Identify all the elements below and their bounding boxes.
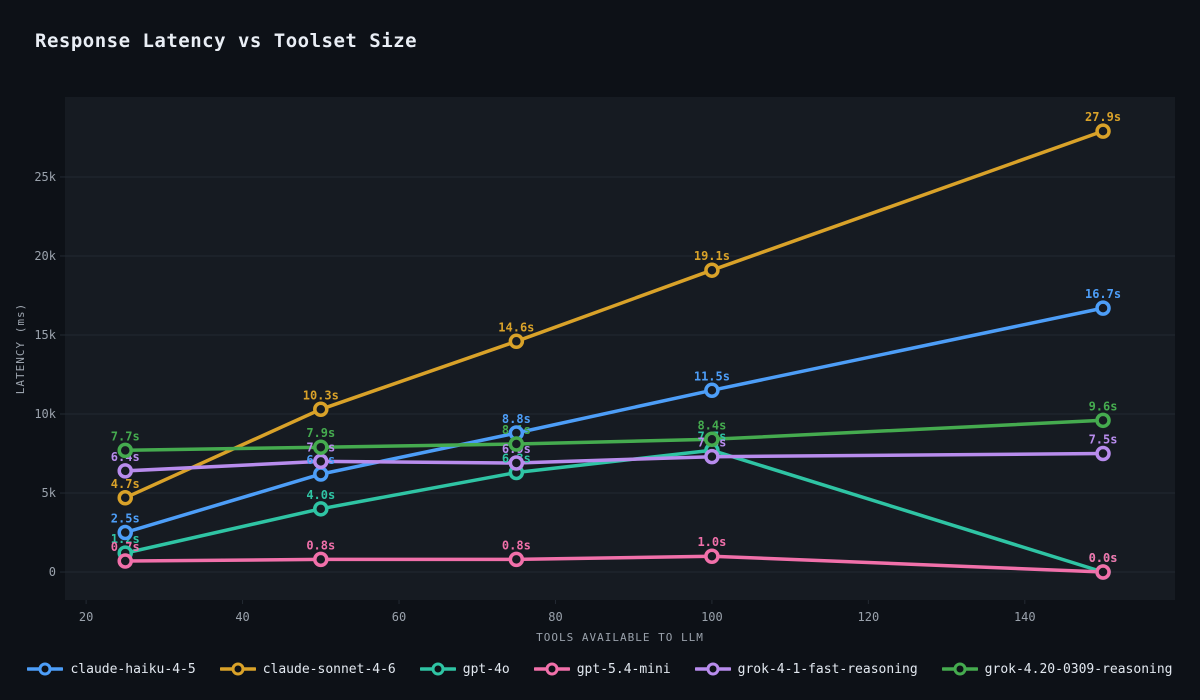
point-marker-grok-4-1-fast-reasoning — [704, 448, 720, 465]
point-marker-claude-sonnet-4-6 — [1095, 123, 1111, 139]
point-label-claude-haiku-4-5: 8.8s — [502, 412, 531, 426]
point-marker-claude-sonnet-4-6 — [313, 401, 329, 418]
point-marker-claude-sonnet-4-6 — [704, 262, 720, 278]
point-label-claude-sonnet-4-6: 14.6s — [498, 320, 534, 334]
point-marker-claude-haiku-4-5 — [1095, 300, 1111, 316]
point-marker-gpt-5.4-mini — [508, 551, 525, 568]
x-tick-label: 60 — [392, 610, 406, 624]
point-marker-grok-4-1-fast-reasoning — [313, 453, 329, 470]
legend-item-claude-haiku-4-5[interactable]: claude-haiku-4-5 — [27, 661, 196, 677]
point-label-claude-sonnet-4-6: 27.9s — [1085, 110, 1121, 124]
legend-item-label: claude-sonnet-4-6 — [262, 661, 396, 677]
point-marker-grok-4.20-0309-reasoning — [704, 431, 720, 448]
point-marker-claude-haiku-4-5 — [313, 466, 329, 482]
point-label-gpt-4o: 4.0s — [306, 488, 335, 502]
legend-line-marker-icon — [27, 662, 64, 676]
point-label-grok-4.20-0309-reasoning: 8.4s — [697, 418, 726, 432]
point-marker-grok-4.20-0309-reasoning — [117, 442, 133, 459]
chart-legend: claude-haiku-4-5 claude-sonnet-4-6 gpt-4o g… — [0, 661, 1200, 677]
x-tick-label: 120 — [858, 610, 880, 624]
point-label-claude-sonnet-4-6: 4.7s — [111, 477, 140, 491]
legend-item-gpt-4o[interactable]: gpt-4o — [419, 661, 510, 677]
y-tick-label: 10k — [34, 407, 56, 421]
legend-item-gpt-5.4-mini[interactable]: gpt-5.4-mini — [533, 661, 671, 677]
point-marker-gpt-5.4-mini — [313, 551, 329, 568]
point-marker-claude-sonnet-4-6 — [508, 333, 525, 350]
legend-item-grok-4-1-fast-reasoning[interactable]: grok-4-1-fast-reasoning — [694, 661, 918, 677]
point-label-gpt-5.4-mini: 0.8s — [306, 538, 335, 552]
plot-area — [65, 97, 1175, 600]
legend-line-marker-icon — [694, 662, 731, 676]
point-marker-claude-haiku-4-5 — [704, 382, 720, 399]
point-marker-claude-sonnet-4-6 — [117, 490, 133, 506]
legend-line-marker-icon — [219, 662, 256, 676]
legend-item-label: claude-haiku-4-5 — [70, 661, 196, 677]
point-label-claude-haiku-4-5: 2.5s — [111, 512, 140, 526]
point-label-gpt-5.4-mini: 0.8s — [502, 538, 531, 552]
legend-item-label: grok-4-1-fast-reasoning — [737, 661, 918, 677]
legend-line-marker-icon — [941, 662, 978, 676]
legend-item-label: gpt-5.4-mini — [576, 661, 671, 677]
legend-item-label: gpt-4o — [462, 661, 510, 677]
point-label-grok-4.20-0309-reasoning: 7.9s — [306, 426, 335, 440]
point-label-gpt-4o: 0.0s — [1089, 551, 1118, 565]
point-label-claude-haiku-4-5: 11.5s — [694, 369, 730, 383]
x-tick-label: 140 — [1014, 610, 1036, 624]
legend-item-label: grok-4.20-0309-reasoning — [984, 661, 1173, 677]
point-label-grok-4-1-fast-reasoning: 7.5s — [1089, 433, 1118, 447]
point-marker-gpt-5.4-mini — [1095, 564, 1111, 580]
y-tick-label: 25k — [34, 170, 56, 184]
y-tick-label: 0 — [49, 565, 56, 579]
point-label-grok-4.20-0309-reasoning: 7.7s — [111, 429, 140, 443]
y-tick-label: 15k — [34, 328, 56, 342]
point-marker-claude-haiku-4-5 — [117, 524, 133, 541]
legend-line-marker-icon — [419, 662, 456, 676]
page-title: Response Latency vs Toolset Size — [35, 30, 418, 52]
point-marker-grok-4.20-0309-reasoning — [1095, 412, 1111, 429]
x-axis-title: TOOLS AVAILABLE TO LLM — [536, 631, 704, 644]
x-tick-label: 80 — [548, 610, 562, 624]
x-tick-label: 100 — [701, 610, 723, 624]
point-marker-grok-4.20-0309-reasoning — [508, 436, 525, 452]
point-marker-gpt-4o — [313, 501, 329, 517]
legend-line-marker-icon — [533, 662, 570, 676]
y-tick-label: 5k — [42, 486, 57, 500]
x-tick-label: 20 — [79, 610, 93, 624]
legend-item-grok-4.20-0309-reasoning[interactable]: grok-4.20-0309-reasoning — [941, 661, 1173, 677]
point-label-claude-sonnet-4-6: 19.1s — [694, 249, 730, 263]
point-marker-grok-4-1-fast-reasoning — [508, 455, 525, 471]
point-label-claude-sonnet-4-6: 10.3s — [303, 388, 339, 402]
y-tick-label: 20k — [34, 249, 56, 263]
point-label-grok-4.20-0309-reasoning: 9.6s — [1089, 399, 1118, 413]
point-marker-gpt-5.4-mini — [704, 548, 720, 564]
point-label-claude-haiku-4-5: 16.7s — [1085, 287, 1121, 301]
point-marker-grok-4.20-0309-reasoning — [313, 439, 329, 455]
x-tick-label: 40 — [235, 610, 249, 624]
y-axis-title: LATENCY (ms) — [14, 303, 27, 394]
legend-item-claude-sonnet-4-6[interactable]: claude-sonnet-4-6 — [219, 661, 396, 677]
point-label-gpt-5.4-mini: 1.0s — [697, 535, 726, 549]
point-marker-grok-4-1-fast-reasoning — [117, 463, 133, 479]
point-marker-grok-4-1-fast-reasoning — [1095, 445, 1111, 462]
point-label-gpt-5.4-mini: 0.0s — [1089, 551, 1118, 565]
point-marker-gpt-5.4-mini — [117, 553, 133, 569]
